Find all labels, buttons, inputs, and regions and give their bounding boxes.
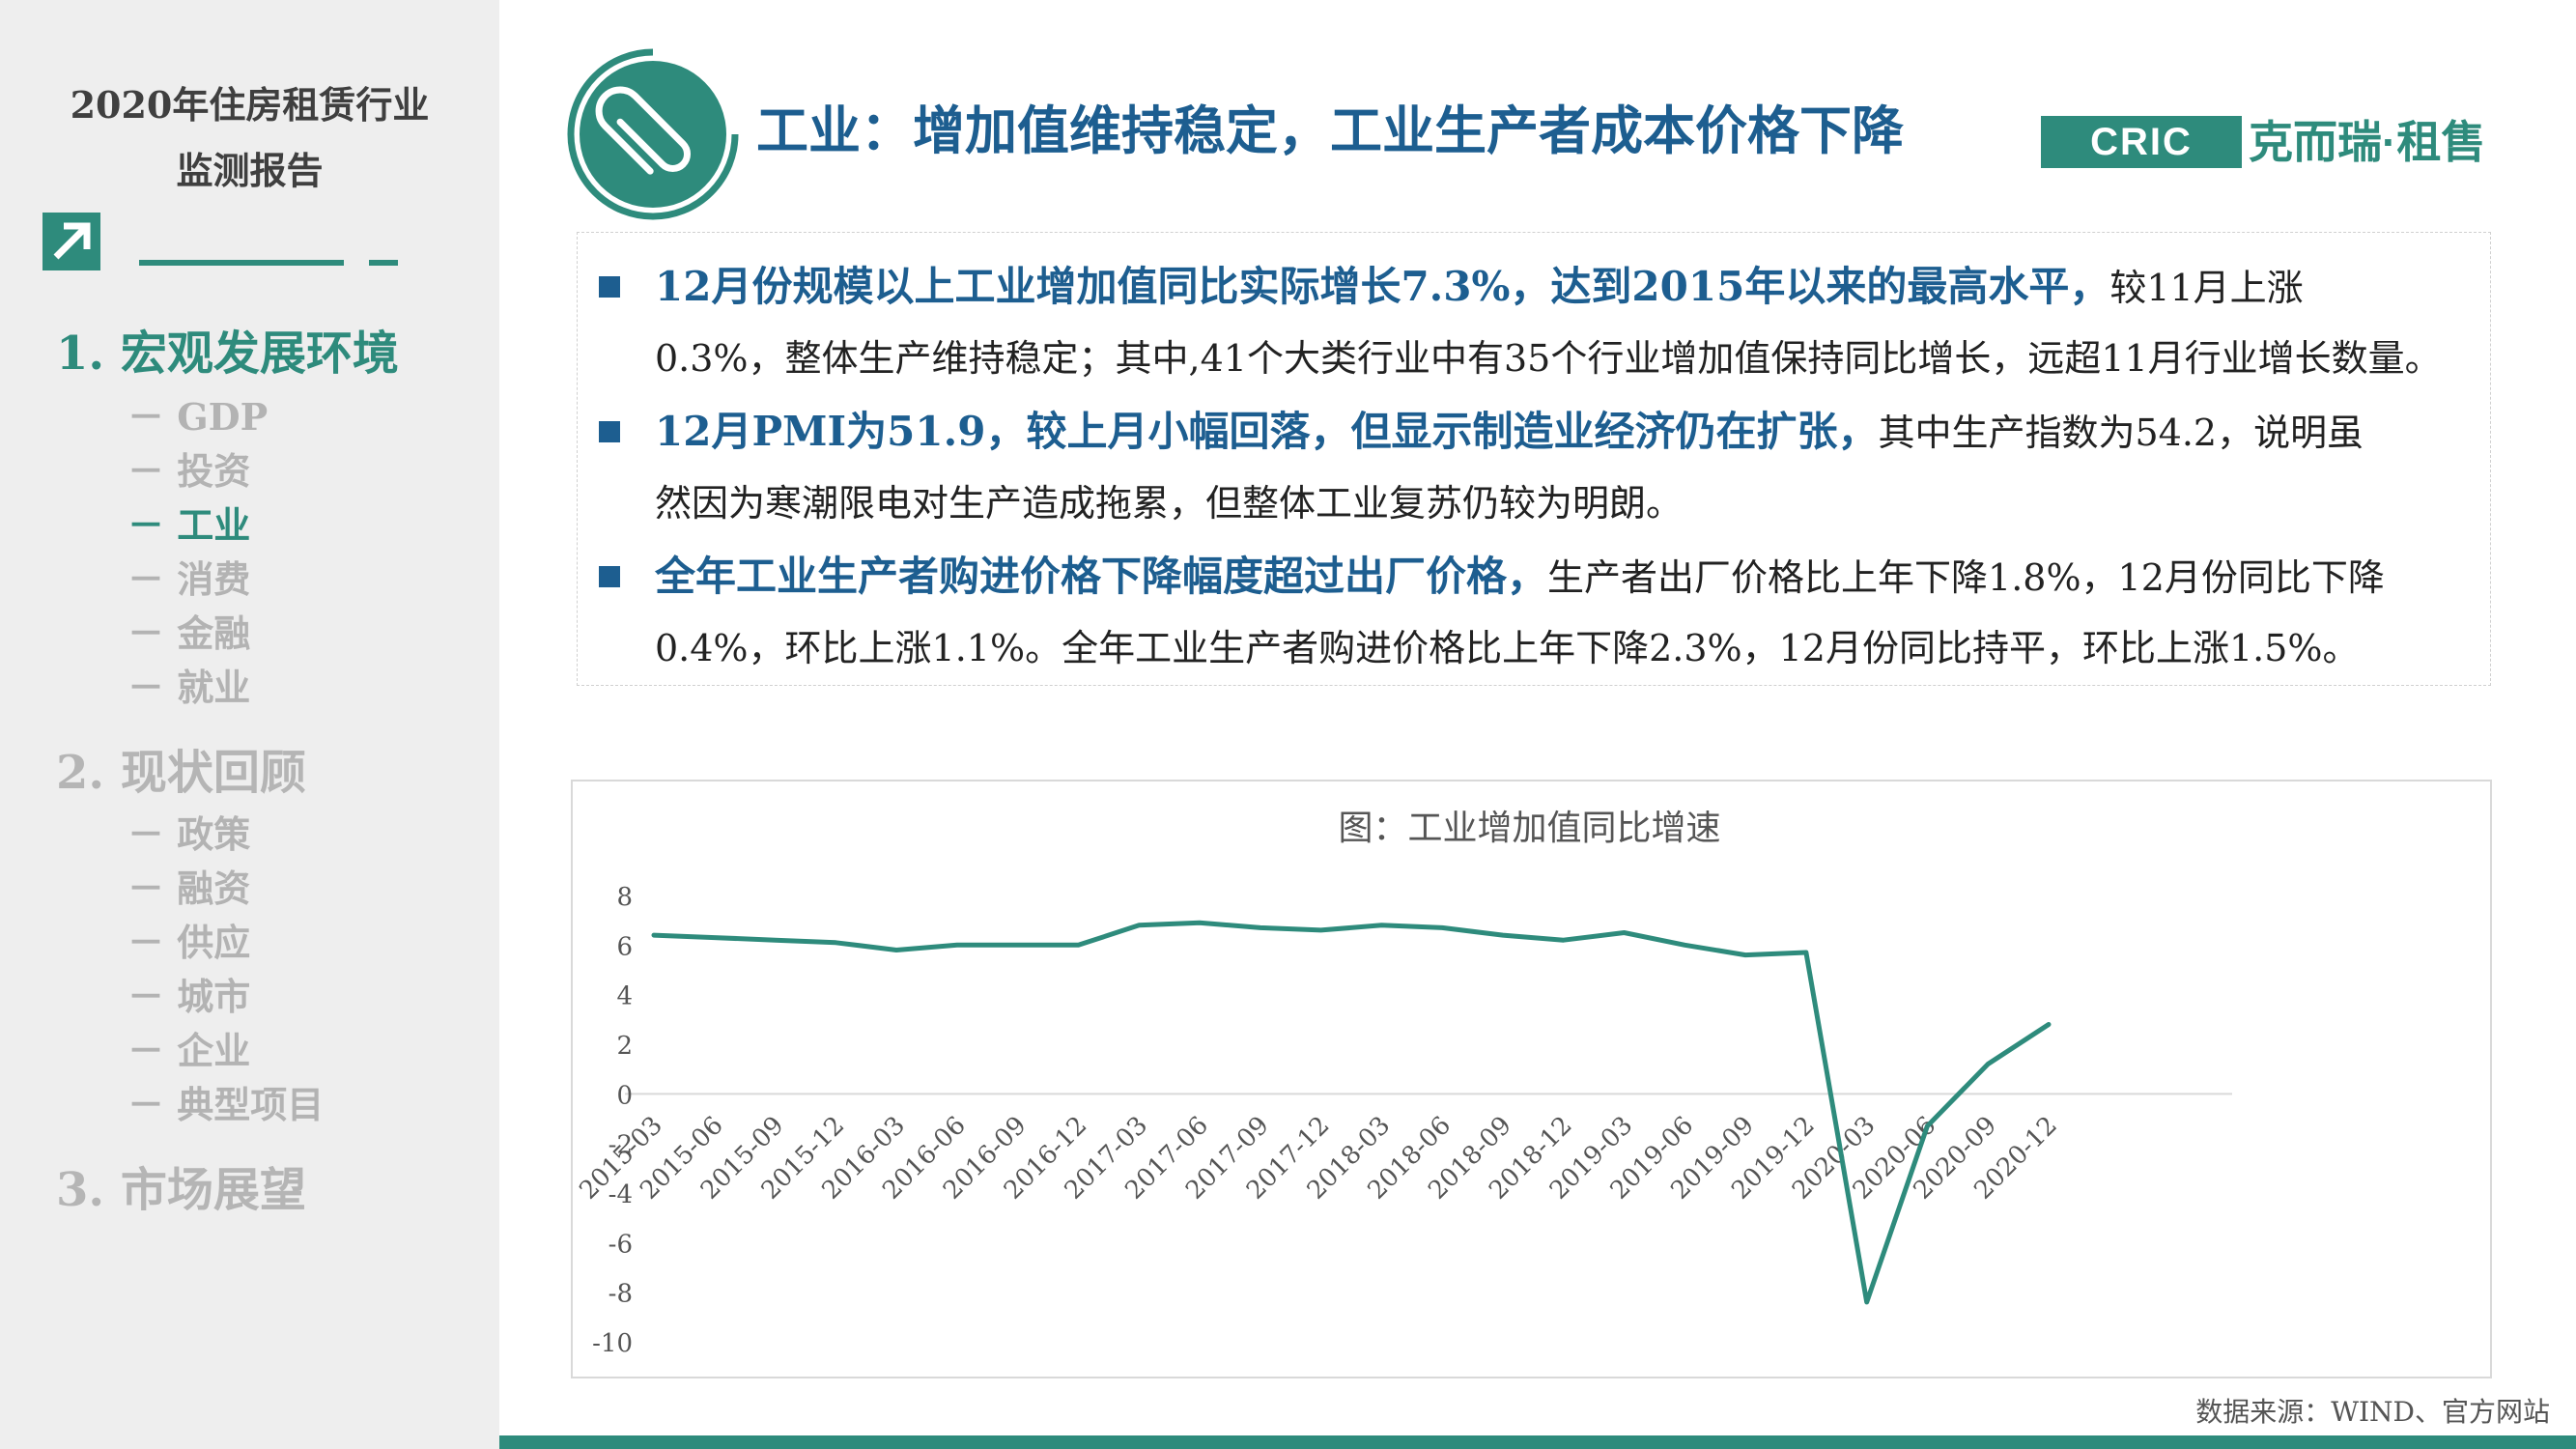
brand-name: 克而瑞·租售 — [2249, 117, 2486, 167]
bullet-1-line-1: 12月份规模以上工业增加值同比实际增长7.3%，达到2015年以来的最高水平，较… — [655, 251, 2304, 324]
data-point — [1075, 942, 1081, 948]
data-point — [893, 947, 899, 952]
data-source: 数据来源：WIND、官方网站 — [2195, 1396, 2550, 1428]
data-point — [1318, 927, 1324, 933]
divider-line — [139, 260, 344, 266]
bullet-2-rest: 其中生产指数为54.2，说明虽 — [1878, 412, 2364, 454]
report-subtitle: 监测报告 — [176, 149, 324, 192]
bullet-3-line-2: 0.4%，环比上涨1.1%。全年工业生产者购进价格比上年下降2.3%，12月份同… — [655, 627, 2360, 669]
data-point — [651, 932, 657, 938]
data-point — [1258, 924, 1263, 930]
data-point — [1864, 1299, 1870, 1305]
nav-item-industry[interactable]: － 工业 — [127, 503, 251, 547]
data-point — [773, 937, 778, 943]
sidebar: 2020年住房租赁行业 监测报告 1. 宏观发展环境 － GDP － 投资 － … — [0, 0, 499, 1449]
bullet-3-rest: 生产者出厂价格比上年下降1.8%，12月份同比下降 — [1547, 556, 2385, 599]
nav-item-finance[interactable]: － 金融 — [127, 611, 251, 655]
bottom-bar — [499, 1435, 2576, 1449]
nav-item-enterprise[interactable]: － 企业 — [127, 1029, 251, 1072]
y-tick-label: -6 — [609, 1230, 633, 1259]
series-line — [651, 920, 2052, 1305]
nav-item-city[interactable]: － 城市 — [127, 975, 251, 1018]
nav-item-typical-project[interactable]: － 典型项目 — [127, 1083, 325, 1126]
data-point — [833, 940, 838, 946]
bullet-3-highlight: 全年工业生产者购进价格下降幅度超过出厂价格， — [655, 553, 1548, 600]
nav-item-employment[interactable]: － 就业 — [127, 666, 251, 709]
bullet-square-icon — [599, 566, 620, 587]
report-title: 2020年住房租赁行业 — [70, 83, 430, 127]
data-point — [1439, 924, 1445, 930]
data-point — [1500, 932, 1506, 938]
y-tick-label: -10 — [592, 1329, 633, 1358]
nav-item-supply[interactable]: － 供应 — [127, 921, 251, 964]
bullet-2-highlight: 12月PMI为51.9，较上月小幅回落，但显示制造业经济仍在扩张， — [655, 408, 1879, 455]
summary-box — [577, 232, 2491, 686]
bullet-square-icon — [599, 276, 620, 298]
bullet-1-highlight: 12月份规模以上工业增加值同比实际增长7.3%，达到2015年以来的最高水平， — [655, 263, 2110, 310]
nav-item-policy[interactable]: － 政策 — [127, 812, 251, 856]
line-chart: 86420-2-4-6-8-102015-032015-062015-09201… — [574, 883, 2232, 1358]
page-title: 工业：增加值维持稳定，工业生产者成本价格下降 — [756, 99, 1904, 161]
data-point — [1803, 950, 1809, 955]
bullet-1-line-2: 0.3%，整体生产维持稳定；其中,41个大类行业中有35个行业增加值保持同比增长… — [655, 337, 2442, 380]
data-point — [1742, 952, 1748, 958]
section-market-outlook[interactable]: 3. 市场展望 — [56, 1163, 306, 1217]
y-tick-label: 0 — [616, 1081, 633, 1110]
y-tick-label: 4 — [616, 982, 633, 1011]
bullet-2-line-2: 然因为寒潮限电对生产造成拖累，但整体工业复苏仍较为明朗。 — [655, 482, 1684, 525]
data-point — [1197, 920, 1203, 925]
data-point — [712, 935, 718, 941]
data-point — [954, 942, 960, 948]
bullet-3-line-1: 全年工业生产者购进价格下降幅度超过出厂价格，生产者出厂价格比上年下降1.8%，1… — [655, 541, 2385, 613]
cric-logo: CRIC — [2041, 116, 2242, 168]
data-point — [1924, 1123, 1930, 1129]
section-macro-environment[interactable]: 1. 宏观发展环境 — [56, 327, 399, 381]
data-point — [1378, 923, 1384, 928]
data-point — [1985, 1062, 1991, 1067]
bullet-square-icon — [599, 421, 620, 442]
y-tick-label: -8 — [609, 1280, 633, 1309]
y-tick-label: 6 — [616, 932, 633, 961]
bullet-1-rest: 较11月上涨 — [2109, 267, 2304, 309]
data-point — [1561, 937, 1567, 943]
data-point — [1682, 942, 1687, 948]
y-tick-label: 8 — [616, 883, 633, 912]
nav-item-gdp[interactable]: － GDP — [127, 395, 269, 439]
nav-item-financing[interactable]: － 融资 — [127, 867, 251, 910]
y-tick-label: 2 — [616, 1032, 633, 1061]
data-point — [1015, 942, 1021, 948]
y-tick-label: -4 — [609, 1180, 633, 1209]
y-tick-label: -2 — [609, 1131, 633, 1160]
divider-dash — [369, 260, 398, 266]
data-point — [2046, 1021, 2052, 1027]
nav-item-consumption[interactable]: － 消费 — [127, 557, 251, 601]
paperclip-icon — [563, 44, 743, 224]
chart-title: 图：工业增加值同比增速 — [1338, 809, 1721, 848]
arrow-up-right-icon — [42, 213, 100, 270]
data-point — [1622, 930, 1628, 936]
nav-item-investment[interactable]: － 投资 — [127, 449, 251, 493]
data-point — [1136, 923, 1142, 928]
section-status-review[interactable]: 2. 现状回顾 — [56, 746, 306, 800]
chart-frame — [571, 780, 2492, 1378]
bullet-2-line-1: 12月PMI为51.9，较上月小幅回落，但显示制造业经济仍在扩张，其中生产指数为… — [655, 396, 2364, 469]
